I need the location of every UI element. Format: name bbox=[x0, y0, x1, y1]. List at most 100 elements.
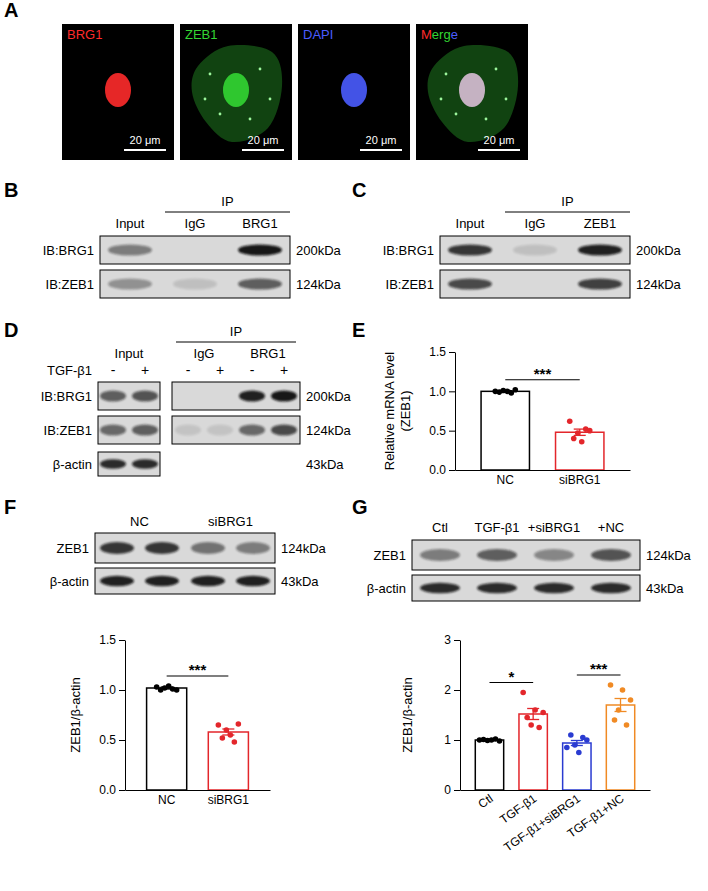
data-point bbox=[524, 715, 530, 721]
image-label-part: erg bbox=[432, 27, 451, 42]
bar bbox=[556, 432, 604, 470]
x-tick: TGF-β1+NC bbox=[565, 791, 627, 840]
tick-label: 0.0 bbox=[429, 463, 446, 477]
y-tick: 1.5 bbox=[99, 633, 125, 647]
band bbox=[145, 542, 179, 554]
row-label: IB:ZEB1 bbox=[44, 423, 92, 438]
data-point bbox=[608, 682, 614, 688]
scale-bar-label: 20 μm bbox=[248, 134, 279, 146]
x-tick: siBRG1 bbox=[559, 473, 601, 487]
panel-letter: G bbox=[352, 496, 368, 518]
lane-label: IP bbox=[221, 194, 233, 209]
x-tick: Ctl bbox=[475, 791, 495, 811]
molecular-weight: 124kDa bbox=[306, 423, 352, 438]
image-background bbox=[180, 24, 292, 160]
axis-title: Relative mRNA level bbox=[382, 352, 397, 471]
y-tick: 0.5 bbox=[429, 424, 455, 438]
data-point bbox=[497, 738, 503, 744]
data-point bbox=[584, 737, 590, 743]
band bbox=[191, 542, 225, 554]
scale-bar bbox=[242, 149, 284, 151]
vesicle bbox=[204, 98, 207, 101]
data-point bbox=[224, 727, 230, 733]
band bbox=[100, 576, 134, 586]
tick-mark bbox=[119, 790, 125, 791]
data-point bbox=[216, 722, 222, 728]
significance-label: *** bbox=[189, 661, 207, 678]
blot-strip bbox=[440, 270, 630, 298]
vesicle bbox=[440, 98, 443, 101]
data-point bbox=[536, 725, 542, 731]
group-line bbox=[176, 342, 296, 343]
band bbox=[100, 542, 134, 554]
band bbox=[591, 583, 631, 593]
error-bar-cap bbox=[615, 698, 627, 699]
band bbox=[448, 278, 492, 289]
y-tick: 1 bbox=[444, 733, 460, 747]
lane-label: IgG bbox=[525, 216, 546, 231]
blot-strip bbox=[172, 382, 300, 410]
micrograph: ZEB120 μm bbox=[180, 24, 292, 160]
y-axis: 0.00.51.01.5 bbox=[429, 345, 455, 477]
blot-strip bbox=[440, 236, 630, 264]
y-tick: 1.5 bbox=[429, 345, 455, 359]
blot-strip bbox=[98, 382, 160, 410]
row-label: ZEB1 bbox=[373, 548, 406, 563]
band bbox=[100, 459, 126, 469]
x-tick: siBRG1 bbox=[208, 793, 250, 807]
tick-label: NC bbox=[497, 473, 515, 487]
vesicle bbox=[249, 118, 252, 121]
data-point bbox=[624, 722, 630, 728]
tick-mark bbox=[454, 640, 460, 641]
band bbox=[591, 549, 631, 561]
data-point bbox=[564, 745, 570, 751]
micrograph: BRG120 μm bbox=[62, 24, 174, 160]
band bbox=[420, 583, 460, 593]
blot-strip bbox=[412, 540, 640, 570]
vesicle bbox=[495, 68, 498, 71]
tick-label: Ctl bbox=[475, 791, 495, 811]
blot-strip bbox=[98, 416, 160, 444]
band bbox=[578, 278, 622, 289]
lane-label: Input bbox=[456, 216, 485, 231]
row-label: IB:ZEB1 bbox=[46, 277, 94, 292]
band bbox=[271, 424, 297, 435]
lane-label: - bbox=[186, 362, 191, 378]
y-tick: 3 bbox=[444, 633, 460, 647]
lane-label: Input bbox=[116, 216, 145, 231]
lane-label: + bbox=[280, 362, 288, 378]
lane-label: IgG bbox=[185, 216, 206, 231]
tick-label: 0 bbox=[444, 783, 451, 797]
micrograph: DAPI20 μm bbox=[298, 24, 410, 160]
lane-label: TGF-β1 bbox=[47, 363, 92, 378]
x-tick: NC bbox=[497, 473, 515, 487]
image-label-part: e bbox=[451, 27, 458, 42]
significance-label: * bbox=[508, 668, 514, 685]
tick-label: 0.5 bbox=[429, 424, 446, 438]
band bbox=[132, 459, 158, 469]
tick-label: 0.0 bbox=[99, 783, 116, 797]
image-label: Merge bbox=[421, 27, 458, 42]
band bbox=[100, 390, 126, 401]
tick-label: 2 bbox=[444, 683, 451, 697]
band bbox=[534, 549, 574, 561]
y-tick: 0.5 bbox=[99, 733, 125, 747]
data-point bbox=[587, 428, 593, 434]
blot-strip bbox=[412, 575, 640, 601]
bar bbox=[475, 740, 503, 790]
x-axis: NC siBRG1 bbox=[456, 471, 631, 487]
row-label: IB:BRG1 bbox=[383, 243, 434, 258]
image-label: BRG1 bbox=[67, 27, 102, 42]
lane-label: BRG1 bbox=[242, 216, 277, 231]
lane-label: IgG bbox=[194, 346, 215, 361]
x-axis: NCsiBRG1 bbox=[126, 791, 271, 807]
data-point bbox=[236, 721, 242, 727]
molecular-weight: 124kDa bbox=[646, 548, 692, 563]
band bbox=[145, 576, 179, 586]
data-point bbox=[628, 697, 634, 703]
y-tick: 2 bbox=[444, 683, 460, 697]
molecular-weight: 124kDa bbox=[636, 277, 682, 292]
data-point bbox=[616, 707, 622, 713]
data-point bbox=[612, 717, 618, 723]
image-label-part: M bbox=[421, 27, 432, 42]
